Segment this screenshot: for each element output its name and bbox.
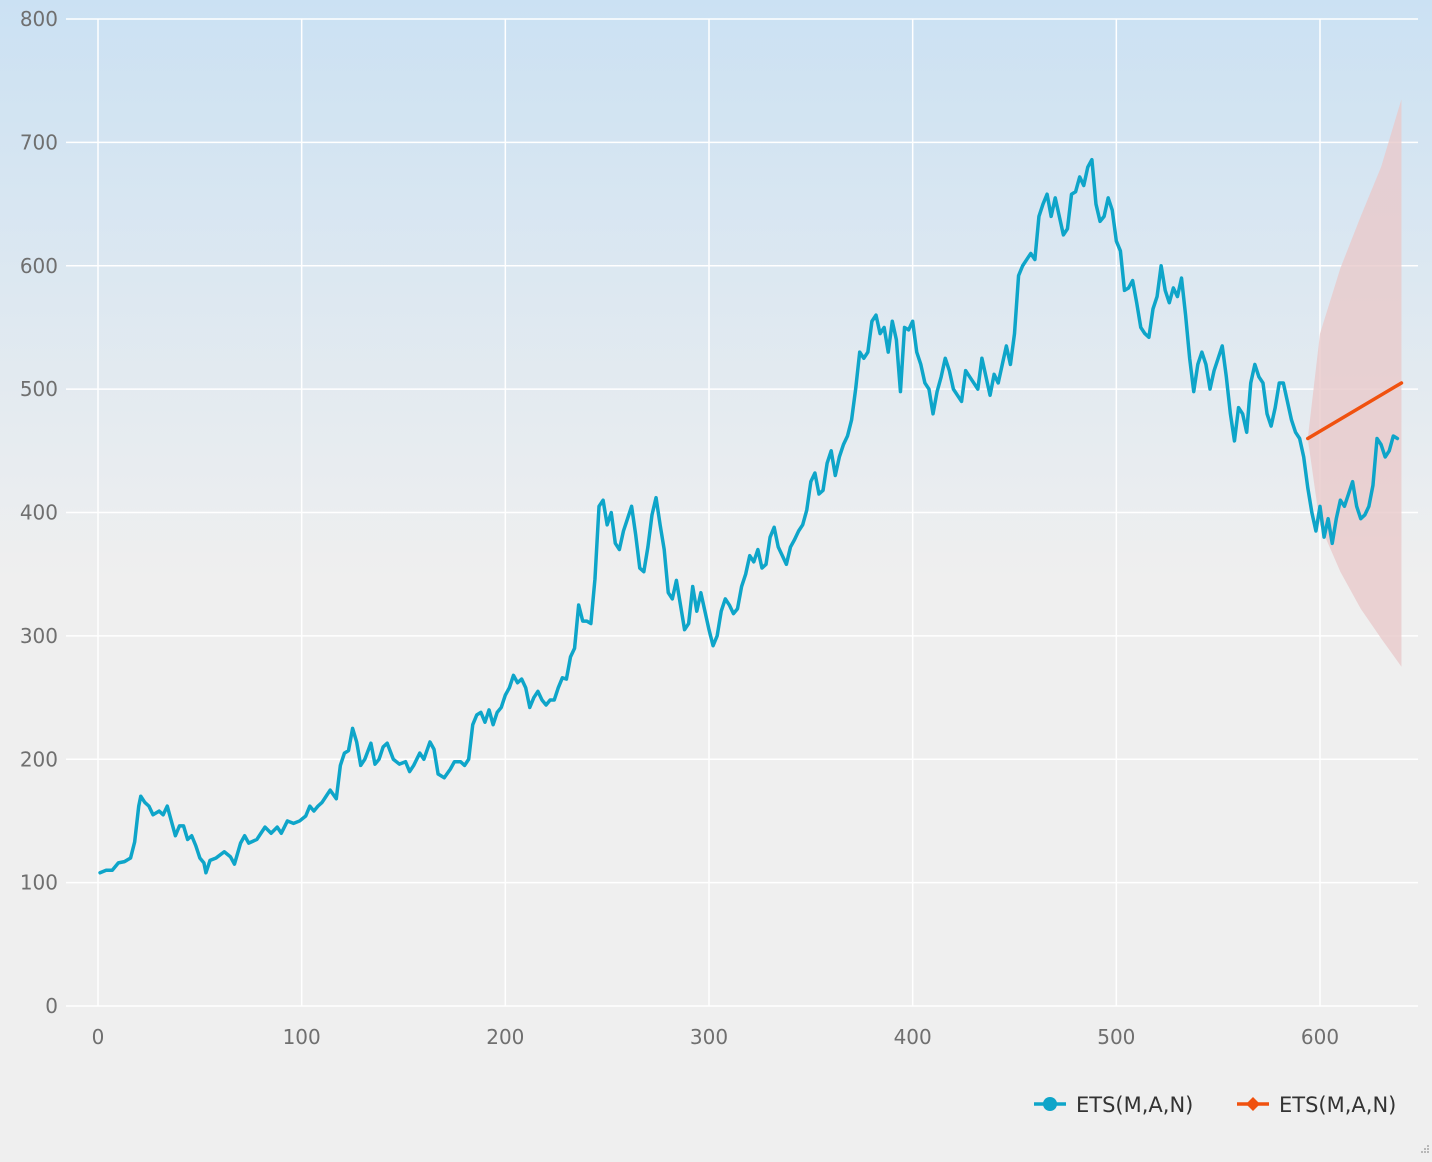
prediction-interval — [1307, 99, 1402, 667]
y-tick-label: 700 — [20, 130, 58, 154]
legend[interactable]: ETS(M,A,N) ETS(M,A,N) — [1034, 1093, 1396, 1117]
y-tick-label: 100 — [20, 871, 58, 895]
legend-item-observed[interactable]: ETS(M,A,N) — [1034, 1093, 1193, 1117]
x-tick-label: 400 — [894, 1025, 932, 1049]
y-axis-ticks: 0 100 200 300 400 500 600 700 800 — [20, 7, 58, 1018]
legend-circle-marker-icon — [1043, 1097, 1057, 1111]
x-tick-label: 600 — [1301, 1025, 1339, 1049]
y-tick-label: 200 — [20, 747, 58, 771]
legend-item-forecast[interactable]: ETS(M,A,N) — [1237, 1093, 1396, 1117]
series-lines — [98, 157, 1404, 875]
y-tick-label: 600 — [20, 254, 58, 278]
legend-diamond-marker-icon — [1246, 1097, 1260, 1111]
x-tick-label: 200 — [486, 1025, 524, 1049]
y-tick-label: 800 — [20, 7, 58, 31]
x-tick-label: 500 — [1097, 1025, 1135, 1049]
grid — [66, 18, 1418, 1007]
y-tick-label: 400 — [20, 501, 58, 525]
resize-grip-icon[interactable] — [1416, 1142, 1430, 1156]
x-tick-label: 300 — [690, 1025, 728, 1049]
x-axis-ticks: 0 100 200 300 400 500 600 — [92, 1025, 1339, 1049]
observed-series-line — [98, 157, 1400, 875]
y-tick-label: 300 — [20, 624, 58, 648]
x-tick-label: 0 — [92, 1025, 105, 1049]
forecast-interval-band — [1307, 99, 1402, 667]
y-tick-label: 0 — [45, 994, 58, 1018]
y-tick-label: 500 — [20, 377, 58, 401]
x-tick-label: 100 — [283, 1025, 321, 1049]
legend-label: ETS(M,A,N) — [1279, 1093, 1396, 1117]
legend-label: ETS(M,A,N) — [1076, 1093, 1193, 1117]
forecast-series-line — [1306, 381, 1404, 441]
